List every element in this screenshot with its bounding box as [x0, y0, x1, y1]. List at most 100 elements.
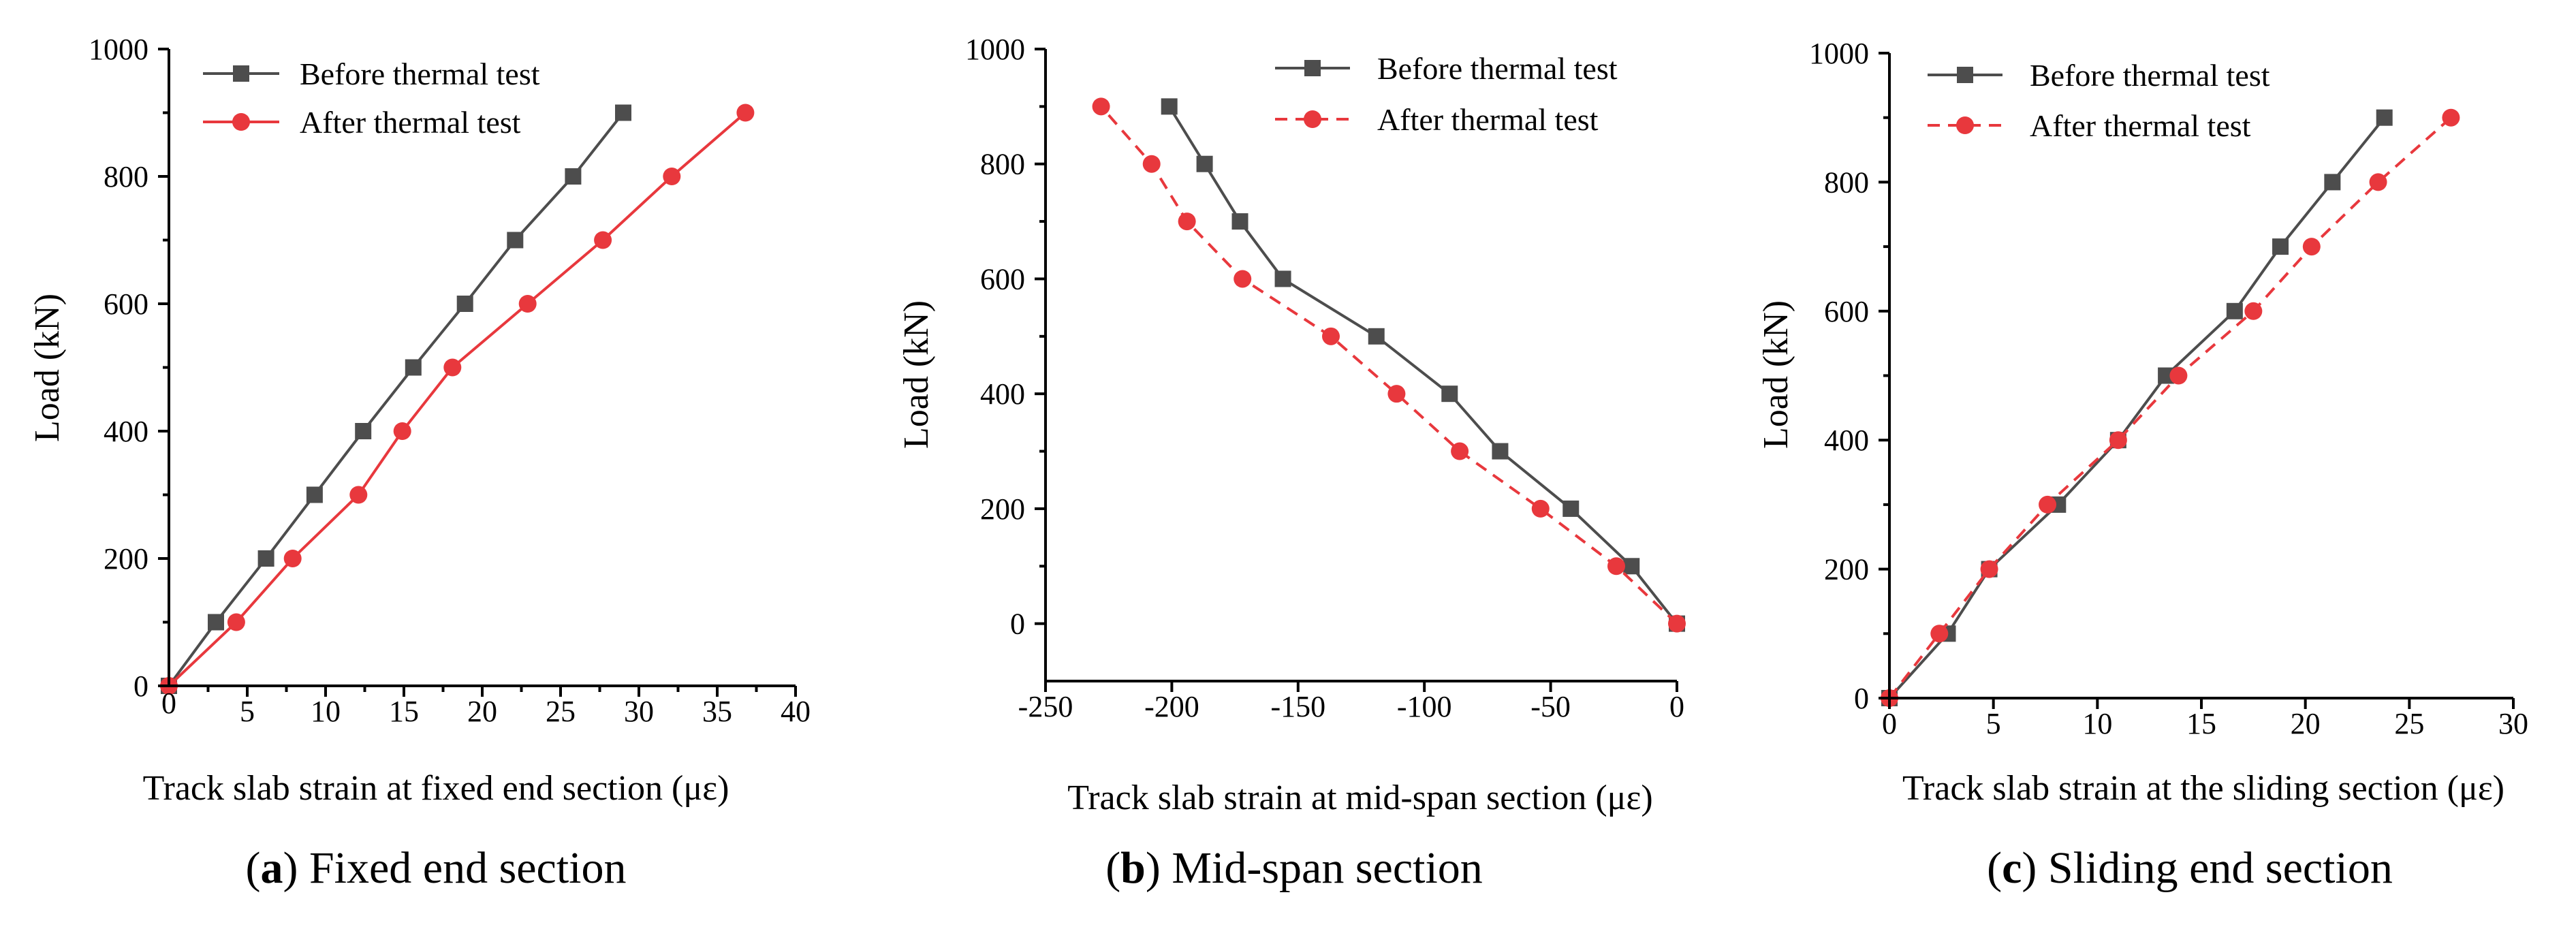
panel-c-before-point: [2226, 302, 2243, 319]
panel-c-caption-text: Sliding end section: [2037, 843, 2392, 893]
panel-c-after-point: [2369, 173, 2387, 191]
panel-c-ylabel: Load (kN): [1757, 300, 1795, 449]
panel-b-x-tick-label: 0: [1669, 690, 1684, 723]
panel-a-before-point: [405, 359, 422, 376]
panel-c-xlabel: Track slab strain at the sliding section…: [1902, 769, 2504, 808]
panel-b-y-tick-label: 600: [980, 262, 1025, 296]
panel-c-y-tick-label: 600: [1824, 295, 1869, 328]
panel-c-x-tick-label: 0: [1882, 707, 1897, 740]
panel-b-legend: Before thermal test After thermal test: [1275, 51, 1618, 137]
panel-b-y-tick-label: 1000: [965, 33, 1025, 66]
panel-a-after-point: [349, 486, 368, 504]
panel-a-after-point: [393, 422, 411, 440]
panel-b-before-point: [1231, 213, 1248, 230]
panel-b-legend-before-marker: [1304, 60, 1321, 76]
panel-b-before-point: [1623, 558, 1640, 575]
panel-b-y-tick-label: 800: [980, 148, 1025, 181]
panel-a-before-point: [456, 296, 473, 312]
panel-b-series-before-line: [1167, 106, 1678, 625]
panel-c-before-point: [2376, 109, 2393, 126]
panel-b-y-tick-label: 400: [980, 377, 1025, 411]
panel-b-before-point: [1161, 98, 1178, 115]
panel-b-ticks: -250 -200 -150 -100 -50 0 0 200 400 600 800 1000: [965, 33, 1684, 723]
panel-a-marks: [160, 104, 755, 695]
panel-c-ticks: 0 5 10 15 20 25 30 0 200 400 600 800 1000: [1809, 37, 2528, 740]
panel-b-after-point: [1322, 327, 1340, 345]
panel-b-before-point: [1196, 155, 1213, 172]
panel-b-caption-text: Mid-span section: [1161, 843, 1483, 893]
panel-c-legend-after-label: After thermal test: [2030, 108, 2251, 143]
panel-c-after-point: [2039, 495, 2057, 514]
panel-a-after-point: [663, 168, 681, 185]
panel-a-x-tick-label: 20: [467, 695, 497, 728]
panel-b-x-tick-label: -200: [1144, 690, 1199, 723]
panel-a-after-point: [443, 358, 462, 377]
panel-a-before-point: [257, 550, 274, 567]
panel-a-caption-text: Fixed end section: [298, 843, 626, 893]
panel-a-before-point: [208, 614, 224, 631]
panel-a-y-tick-label: 400: [104, 415, 148, 448]
panel-b-x-tick-label: -150: [1270, 690, 1325, 723]
panel-b-x-tick-label: -100: [1397, 690, 1452, 723]
panel-a-legend: Before thermal test After thermal test: [203, 57, 540, 140]
panel-a-y-tick-label: 200: [104, 542, 148, 576]
panel-b-before-point: [1441, 385, 1458, 403]
panel-c-before-point: [2324, 174, 2341, 191]
panel-c-legend-before-label: Before thermal test: [2030, 58, 2270, 93]
panel-c-y-tick-label: 1000: [1809, 37, 1869, 70]
panel-b-before-point: [1274, 270, 1291, 287]
panel-b-after-point: [1607, 557, 1626, 576]
panel-b-legend-before-label: Before thermal test: [1377, 51, 1618, 86]
panel-a-x-origin-label: 0: [161, 687, 176, 720]
panel-b-before-point: [1562, 500, 1580, 517]
panel-a-x-tick-label: 35: [702, 695, 732, 728]
panel-a-after-point: [594, 231, 612, 249]
panel-a-after-point: [518, 295, 537, 313]
panel-c-after-point: [2244, 302, 2263, 320]
panel-c-caption: (c) Sliding end section: [1987, 843, 2393, 893]
panel-b-after-point: [1092, 97, 1110, 116]
panel-c-legend-before-marker: [1957, 67, 1973, 83]
panel-c-y-tick-label: 400: [1824, 424, 1869, 457]
panel-c-series-after-line: [1888, 116, 2452, 699]
panel-c-x-tick-label: 5: [1986, 707, 2001, 740]
panel-a-caption-letter: a: [260, 843, 283, 893]
panel-b-after-point: [1142, 155, 1161, 173]
panel-b-before-point: [1368, 328, 1385, 345]
panel-c-x-tick-label: 25: [2394, 707, 2424, 740]
panel-b-x-tick-label: -50: [1530, 690, 1571, 723]
panel-b-legend-after-marker: [1304, 110, 1321, 128]
panel-c-after-point: [1980, 560, 1998, 578]
panel-b-before-point: [1492, 443, 1509, 460]
panel-b-y-tick-label: 200: [980, 492, 1025, 526]
panel-b-after-point: [1668, 614, 1686, 633]
panel-a-series-after-line: [168, 111, 747, 687]
panel-a-series-before-line: [168, 112, 625, 687]
panel-a-before-point: [306, 486, 323, 503]
panel-b: -250 -200 -150 -100 -50 0 0 200 400 600 800 1000 Lo…: [897, 33, 1686, 893]
panel-c-x-tick-label: 20: [2291, 707, 2321, 740]
panel-a-ylabel: Load (kN): [28, 294, 67, 442]
panel-a-after-point: [227, 613, 245, 631]
panel-a-legend-after-label: After thermal test: [300, 105, 521, 140]
panel-a-y-tick-label: 600: [104, 287, 148, 321]
panel-c-series-before-line: [1888, 116, 2386, 699]
panel-a-x-tick-label: 10: [311, 695, 341, 728]
panel-c-after-point: [2302, 238, 2321, 256]
panel-a-before-point: [565, 168, 582, 185]
panel-a-xlabel: Track slab strain at fixed end section (…: [143, 769, 729, 808]
panel-c-after-point: [2109, 431, 2127, 450]
panel-c-x-tick-label: 15: [2186, 707, 2216, 740]
panel-b-legend-after-label: After thermal test: [1377, 102, 1599, 137]
panel-c-x-tick-label: 30: [2498, 707, 2528, 740]
panel-c-y-tick-label: 200: [1824, 553, 1869, 586]
panel-b-caption: (b) Mid-span section: [1105, 843, 1483, 893]
panel-a-x-tick-label: 5: [240, 695, 255, 728]
panel-c-y-tick-label: 0: [1854, 682, 1869, 715]
panel-a-before-point: [615, 104, 631, 121]
panel-b-after-point: [1387, 385, 1406, 403]
panel-b-after-point: [1178, 212, 1196, 231]
